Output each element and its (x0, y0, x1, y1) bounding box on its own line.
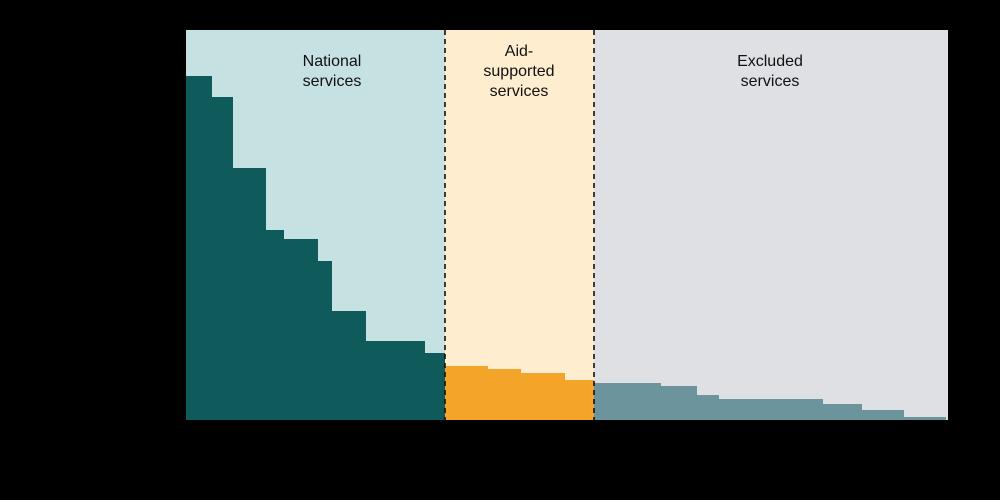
bar-national-services (318, 261, 332, 420)
bar-national-services (266, 230, 284, 420)
region-label-national-services: National services (303, 53, 362, 90)
bar-national-services (425, 353, 445, 420)
bar-national-services (233, 168, 266, 420)
bar-national-services (212, 97, 233, 420)
region-dividers (444, 30, 595, 420)
bar-national-services (366, 341, 425, 420)
bar-national-services (186, 76, 212, 420)
bar-national-services (332, 311, 366, 420)
bar-excluded-services (719, 399, 823, 420)
bar-aid-supported-services (521, 373, 565, 420)
bar-aid-supported-services (445, 366, 488, 420)
region-bg-aid-supported-services (445, 30, 594, 420)
bar-excluded-services (823, 404, 862, 420)
bar-aid-supported-services (565, 380, 594, 420)
region-bg-excluded-services (594, 30, 948, 420)
bar-excluded-services (862, 410, 904, 420)
region-label-excluded-services: Excluded services (737, 53, 803, 90)
bar-excluded-services (904, 417, 946, 420)
region-labels: National services Aid-supported services Exc… (303, 43, 803, 100)
region-backgrounds (186, 30, 948, 420)
bar-aid-supported-services (488, 369, 521, 420)
bar-national-services (284, 239, 318, 420)
region-label-aid-supported-services: Aid-supported services (483, 43, 554, 100)
bar-excluded-services (697, 395, 719, 420)
bar-excluded-services (661, 386, 697, 420)
bar-excluded-services (594, 383, 661, 420)
bar-series (186, 76, 946, 420)
